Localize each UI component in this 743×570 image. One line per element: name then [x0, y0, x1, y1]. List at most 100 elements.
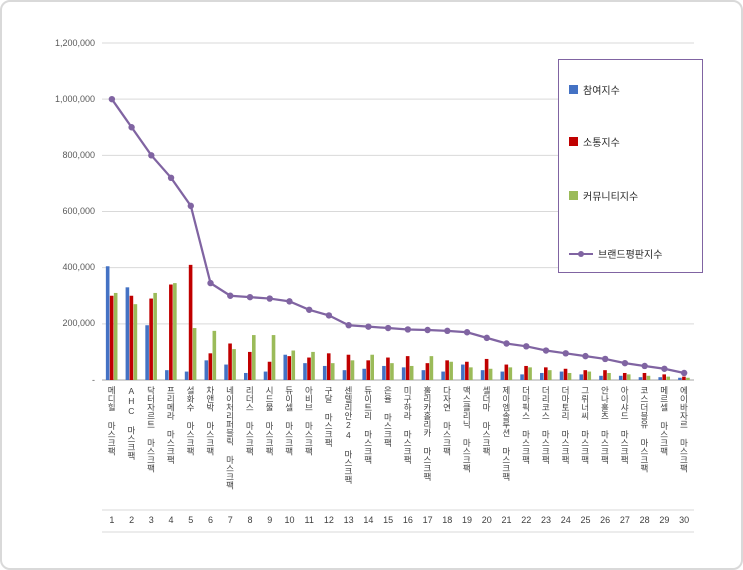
- bar-series-2: [212, 330, 217, 380]
- rank-label: 15: [383, 515, 394, 525]
- bar-series-2: [311, 351, 315, 380]
- bar-series-0: [480, 370, 485, 380]
- line-marker: [641, 362, 648, 370]
- bar-series-1: [445, 360, 449, 380]
- bar-series-2: [271, 335, 276, 380]
- bar-series-1: [326, 353, 331, 380]
- rank-label: 13: [343, 515, 354, 525]
- rank-label: 14: [363, 515, 374, 525]
- bar-series-0: [322, 365, 327, 380]
- line-marker: [384, 324, 392, 332]
- category-label: 듀이트리 마스크팩: [363, 386, 373, 464]
- category-label: 코스더블유 마스크팩: [639, 386, 649, 473]
- category-label: 아비브 마스크팩: [303, 386, 313, 456]
- category-label: 프리메라 마스크팩: [165, 386, 175, 464]
- bar-series-0: [658, 377, 662, 380]
- line-marker: [582, 352, 589, 360]
- line-marker: [602, 355, 609, 363]
- bar-series-0: [540, 372, 544, 380]
- bar-series-1: [287, 356, 292, 380]
- bar-series-1: [682, 376, 686, 380]
- bar-series-1: [366, 360, 370, 380]
- category-label: 에이바자르 마스크팩: [678, 386, 688, 473]
- bar-series-0: [283, 354, 288, 380]
- line-marker: [483, 334, 490, 342]
- bar-series-2: [390, 363, 394, 380]
- bar-series-0: [618, 375, 623, 380]
- rank-label: 30: [679, 515, 690, 525]
- y-tick-label: 1,000,000: [54, 93, 95, 104]
- bar-series-1: [563, 368, 568, 380]
- bar-series-2: [508, 367, 513, 380]
- y-tick-label: 600,000: [62, 206, 95, 216]
- y-tick-label: 800,000: [62, 149, 95, 160]
- legend-line-marker-icon: [569, 249, 593, 259]
- rank-label: 5: [188, 515, 194, 525]
- category-label: 미구하라 마스크팩: [402, 386, 412, 464]
- bar-series-0: [579, 374, 584, 380]
- y-tick-label: 1,200,000: [54, 37, 95, 48]
- category-label: 더마토리 마스크팩: [560, 386, 570, 464]
- bar-series-1: [544, 367, 548, 380]
- bar-series-2: [133, 304, 138, 380]
- line-marker: [207, 279, 214, 287]
- rank-label: 6: [208, 515, 214, 525]
- category-label: 시드물 마스크팩: [264, 386, 274, 456]
- bar-series-0: [224, 364, 228, 380]
- rank-label: 28: [639, 515, 650, 525]
- bar-series-1: [208, 353, 213, 380]
- line-marker: [325, 312, 333, 319]
- brand-index-line: [110, 98, 685, 375]
- bar-series-2: [252, 335, 256, 380]
- rank-label: 1: [109, 515, 115, 525]
- rank-label: 26: [600, 515, 611, 525]
- bar-series-0: [678, 377, 682, 380]
- legend: 참여지수 소통지수 커뮤니티지수 브랜드평판지수: [558, 59, 703, 273]
- line-marker: [108, 95, 116, 103]
- category-label: 네이처리퍼블릭 마스크팩: [225, 386, 235, 490]
- line-marker: [562, 350, 569, 357]
- y-tick-label: -: [92, 374, 95, 385]
- line-marker: [345, 322, 352, 329]
- line-marker: [424, 326, 431, 334]
- category-label: 설화수 마스크팩: [185, 386, 195, 456]
- legend-swatch-icon: [569, 85, 578, 94]
- category-label: 다자연 마스크팩: [442, 386, 452, 456]
- category-label: 듀이셀 마스크팩: [284, 386, 294, 456]
- legend-swatch-icon: [569, 191, 578, 200]
- bar-series-1: [386, 357, 390, 380]
- rank-label: 23: [540, 515, 551, 525]
- bar-series-0: [303, 363, 307, 380]
- legend-item: 소통지수: [569, 134, 620, 149]
- bar-series-2: [587, 371, 592, 380]
- bar-series-0: [165, 370, 169, 380]
- rank-label: 12: [323, 515, 334, 525]
- rank-label: 2: [129, 515, 135, 525]
- rank-label: 18: [442, 515, 453, 525]
- legend-item: 참여지수: [569, 82, 620, 97]
- category-label: 구달 마스크팩: [323, 386, 333, 447]
- category-label: 메르셀 마스크팩: [659, 386, 669, 456]
- category-label: 닥터자르트 마스크팩: [146, 386, 156, 473]
- rank-label: 17: [422, 515, 433, 525]
- line-marker: [365, 323, 372, 330]
- line-marker: [444, 327, 451, 335]
- bar-series-0: [244, 372, 248, 380]
- bar-series-2: [409, 365, 414, 380]
- bar-series-1: [267, 361, 272, 380]
- bar-series-0: [559, 371, 564, 380]
- bar-series-1: [307, 357, 311, 380]
- bar-series-1: [465, 361, 469, 380]
- bar-series-1: [346, 354, 351, 380]
- rank-label: 3: [148, 515, 154, 525]
- rank-label: 16: [402, 515, 413, 525]
- category-label: 리더스 마스크팩: [244, 386, 254, 456]
- bar-series-0: [421, 370, 426, 380]
- rank-label: 22: [521, 515, 532, 525]
- line-marker: [306, 306, 313, 313]
- bar-series-2: [429, 356, 434, 380]
- bar-series-2: [528, 367, 532, 380]
- bar-series-1: [622, 372, 627, 380]
- category-label: 더마픽스 마스크팩: [521, 386, 531, 464]
